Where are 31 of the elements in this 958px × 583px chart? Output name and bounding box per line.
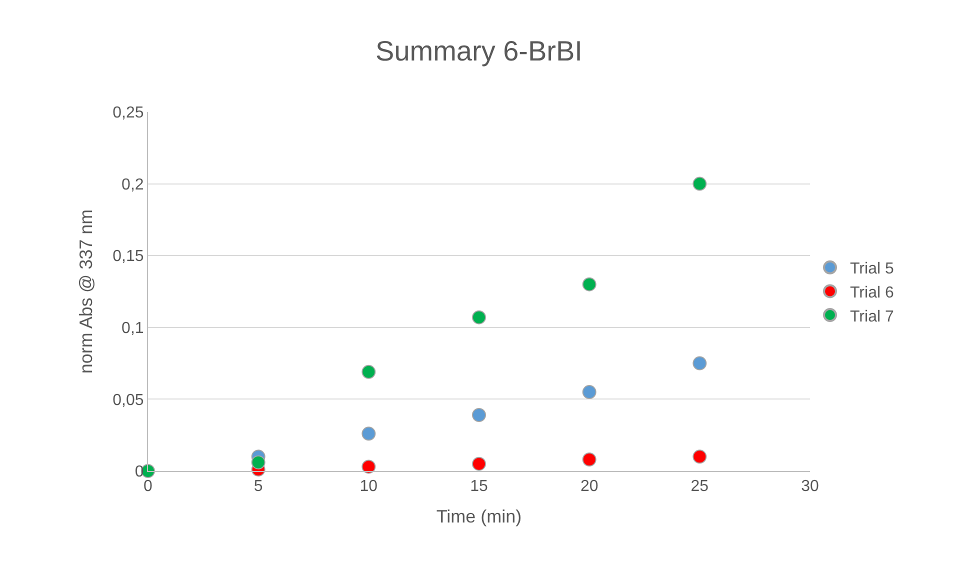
y-tick-label: 0,15 [112,248,144,266]
x-axis-title: Time (min) [436,506,522,526]
point [582,277,596,292]
legend-label: Trial 7 [850,308,894,326]
x-tick-label: 15 [470,478,488,496]
chart-title: Summary 6-BrBI [376,35,582,66]
point [692,450,707,464]
point [692,356,707,370]
x-tick-label: 30 [801,478,819,496]
y-tick-label: 0,2 [122,176,144,194]
y-axis-title: norm Abs @ 337 nm [76,209,96,374]
x-tick-label: 20 [580,478,598,496]
x-tick-label: 10 [360,478,378,496]
point [472,408,486,422]
point [472,310,486,324]
point [472,456,486,471]
x-tick-label: 5 [254,478,263,496]
legend-label: Trial 6 [850,284,894,302]
point [251,455,266,470]
point [582,385,596,400]
y-tick-label: 0,1 [122,320,144,337]
point [362,364,376,379]
legend-label: Trial 5 [850,260,894,278]
point [692,176,707,191]
point [362,426,376,441]
y-tick-label: 0,25 [112,104,144,122]
y-tick-label: 0,05 [112,392,144,409]
x-tick-label: 25 [690,478,709,496]
point [582,452,596,467]
y-tick-label: 0 [134,464,144,481]
point [362,460,376,474]
